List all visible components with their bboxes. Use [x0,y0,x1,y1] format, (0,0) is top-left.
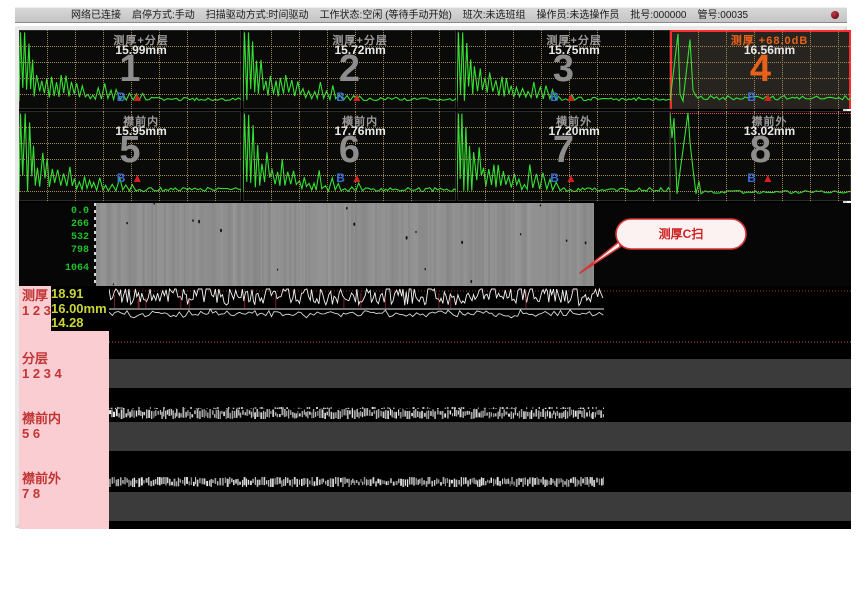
svg-text:测厚C扫: 测厚C扫 [659,226,704,241]
